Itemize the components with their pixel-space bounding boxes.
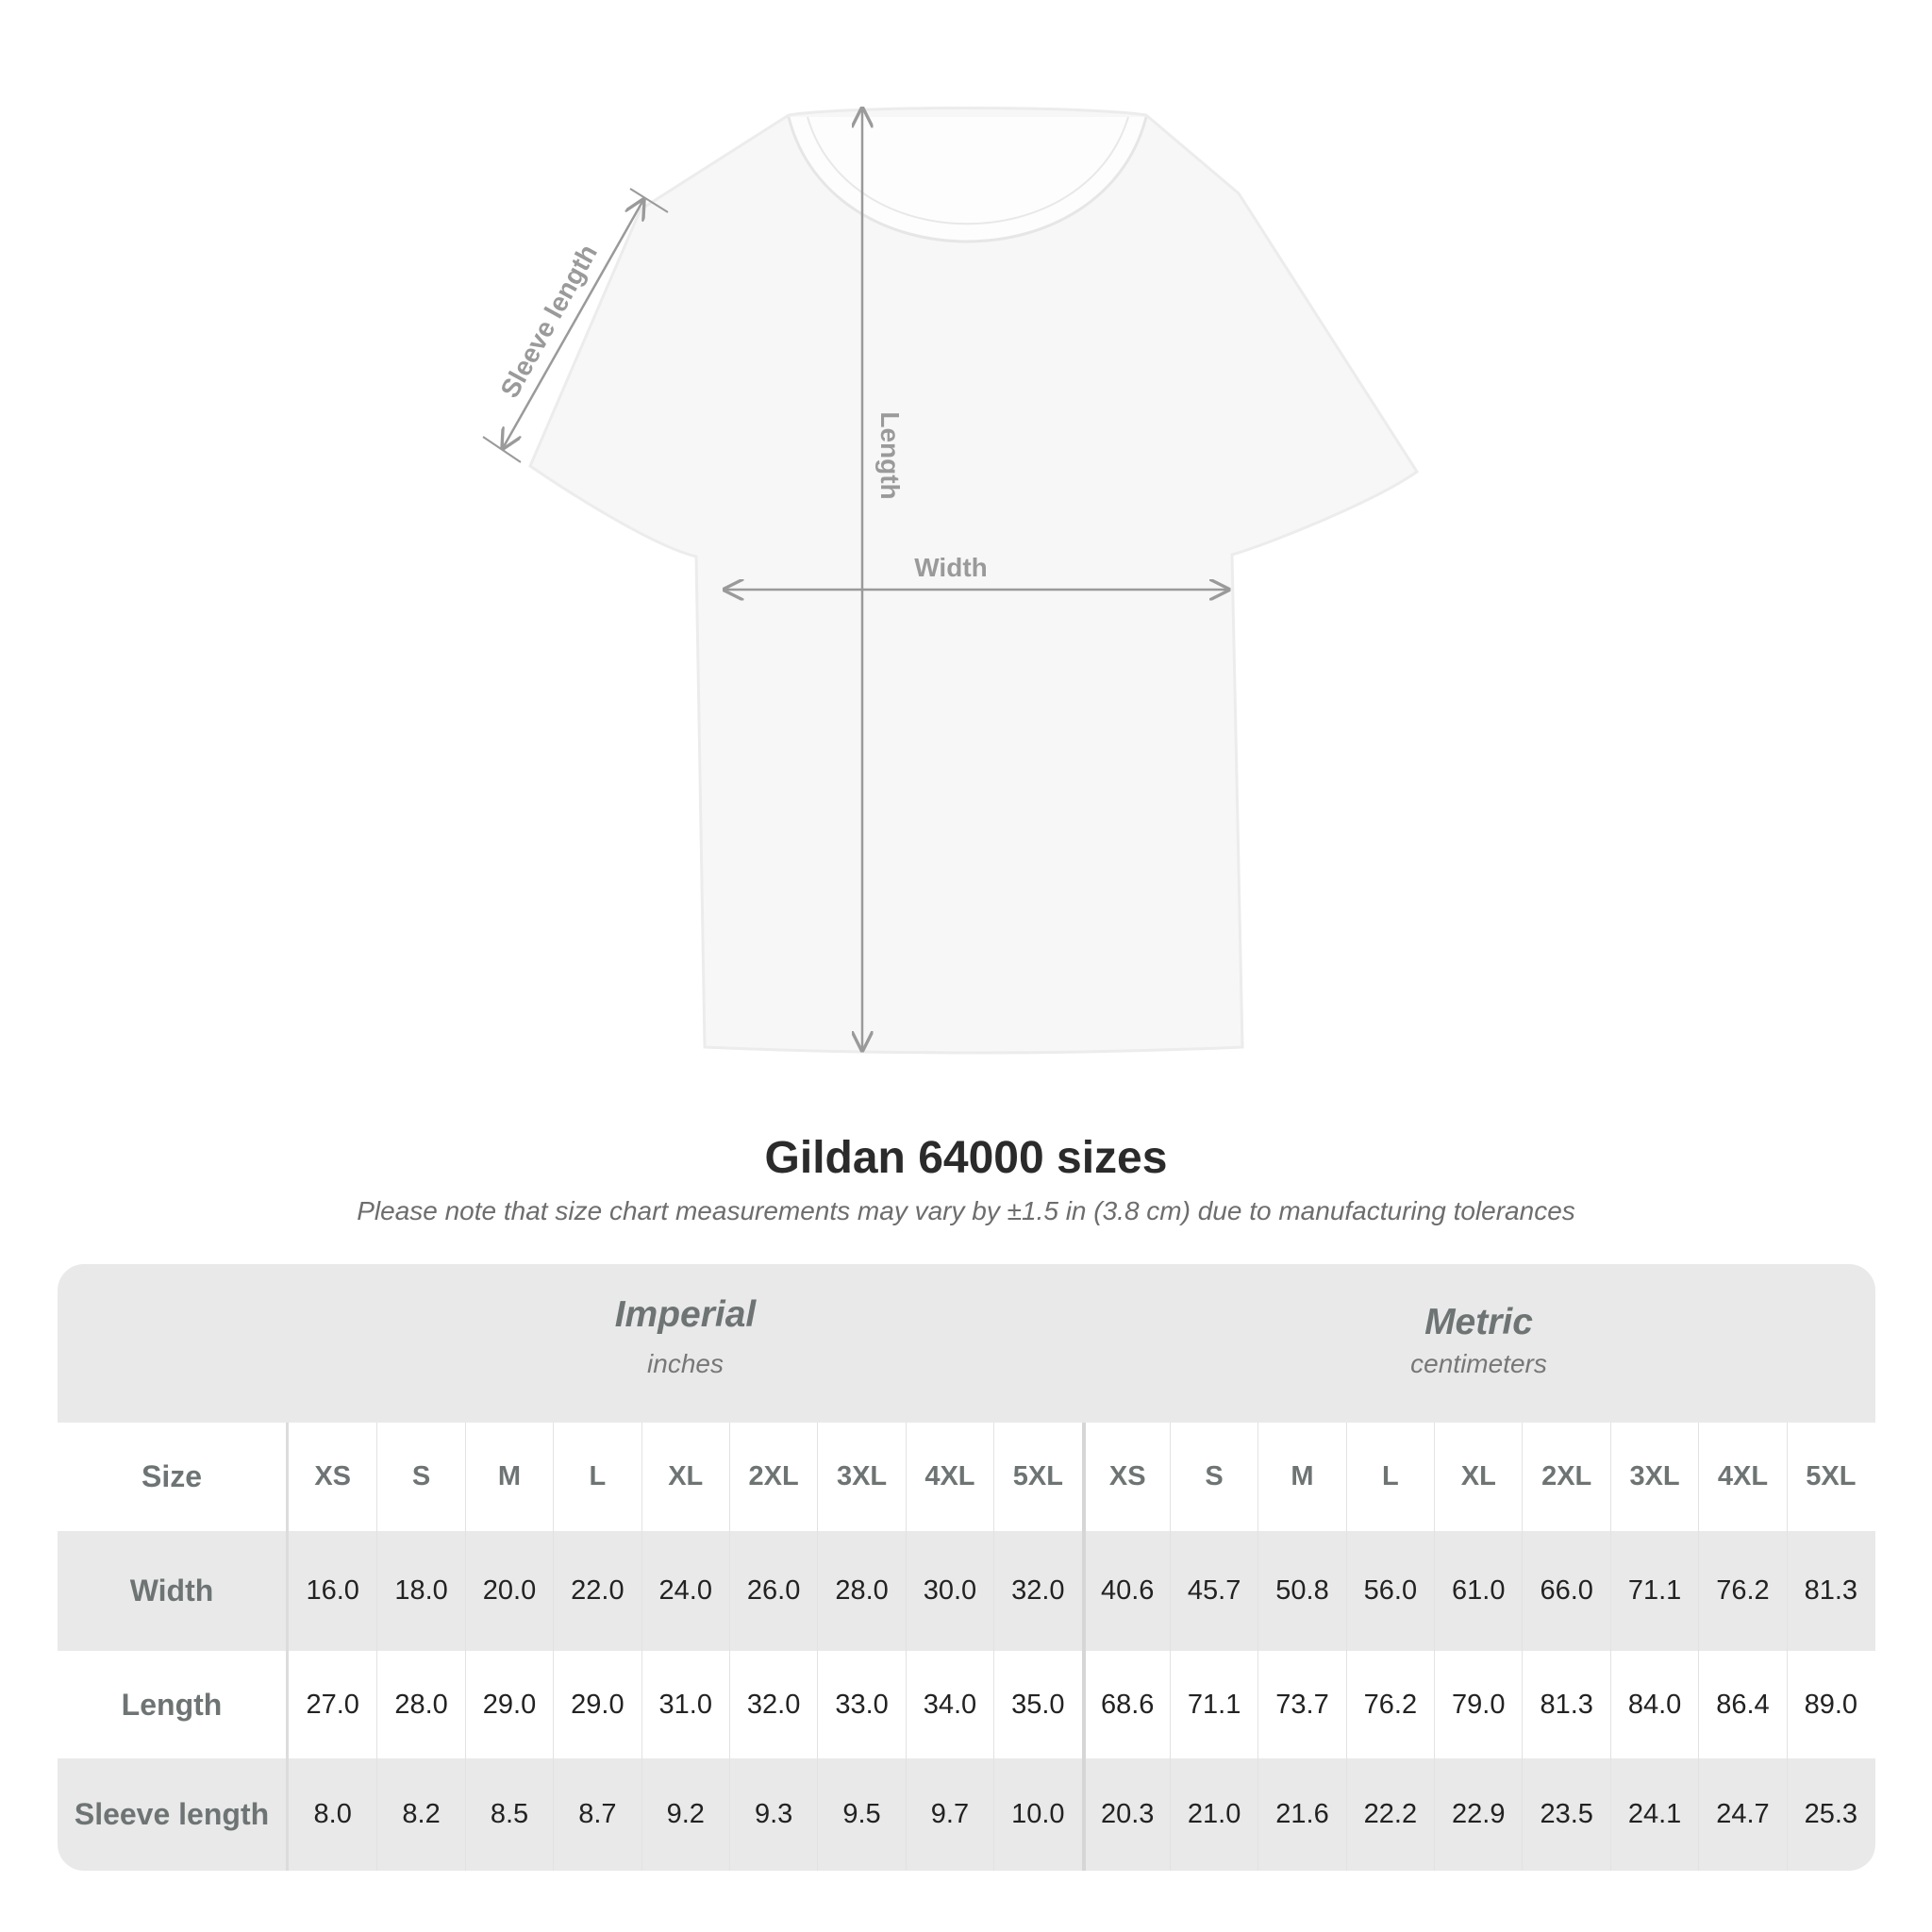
size-header-cell: 2XL <box>1522 1423 1609 1531</box>
width-label: Width <box>914 553 988 582</box>
value-cell: 21.6 <box>1257 1758 1345 1871</box>
size-header-cell: M <box>1257 1423 1345 1531</box>
size-header-cell: 2XL <box>728 1423 817 1531</box>
size-header-cell: XL <box>1434 1423 1522 1531</box>
value-cell: 8.5 <box>464 1758 553 1871</box>
size-header-cell: L <box>553 1423 641 1531</box>
size-header-cell: 5XL <box>993 1423 1081 1531</box>
value-cell: 68.6 <box>1081 1651 1170 1758</box>
size-header-cell: 3XL <box>1609 1423 1698 1531</box>
unit-header-band: Imperial inches Metric centimeters <box>58 1264 1875 1423</box>
value-cell: 89.0 <box>1786 1651 1874 1758</box>
value-cell: 30.0 <box>905 1531 993 1651</box>
value-cell: 25.3 <box>1786 1758 1874 1871</box>
value-cell: 20.0 <box>464 1531 553 1651</box>
value-cell: 71.1 <box>1169 1651 1257 1758</box>
value-cell: 24.0 <box>641 1531 729 1651</box>
value-cell: 79.0 <box>1434 1651 1522 1758</box>
size-header-cell: 4XL <box>1698 1423 1786 1531</box>
value-cell: 29.0 <box>553 1651 641 1758</box>
value-cell: 27.0 <box>306 1689 359 1720</box>
value-cell: 61.0 <box>1434 1531 1522 1651</box>
size-header-cell: S <box>376 1423 464 1531</box>
page-title: Gildan 64000 sizes <box>764 1133 1168 1183</box>
value-cell: 20.3 <box>1081 1758 1170 1871</box>
row-label: Sleeve length <box>58 1758 289 1871</box>
table-row: Sleeve length 8.0 8.2 8.5 8.7 9.2 9.3 9.5 9.7 10.… <box>58 1758 1875 1871</box>
sleeve-line <box>503 200 643 448</box>
tshirt-diagram: Width Length Sleeve length <box>482 0 1420 1055</box>
row-label: Width <box>58 1531 289 1651</box>
value-cell: 10.0 <box>993 1758 1081 1871</box>
neckline <box>787 116 1148 243</box>
value-cell: 26.0 <box>728 1531 817 1651</box>
value-cell: 56.0 <box>1345 1531 1434 1651</box>
value-cell: 28.0 <box>817 1531 905 1651</box>
value-cell: 66.0 <box>1522 1531 1609 1651</box>
size-header-cell: L <box>1345 1423 1434 1531</box>
value-cell: 9.5 <box>817 1758 905 1871</box>
size-header-cell: M <box>464 1423 553 1531</box>
value-cell: 32.0 <box>728 1651 817 1758</box>
imperial-group: Imperial inches <box>289 1294 1082 1379</box>
value-cell: 76.2 <box>1698 1531 1786 1651</box>
size-header-cell: 3XL <box>817 1423 905 1531</box>
value-cell: 50.8 <box>1257 1531 1345 1651</box>
value-cell: 31.0 <box>641 1651 729 1758</box>
metric-unit: centimeters <box>1410 1349 1547 1378</box>
row-label: Length <box>58 1651 289 1758</box>
size-header-cell: 5XL <box>1786 1423 1874 1531</box>
value-cell: 16.0 <box>306 1575 359 1606</box>
row-label: Size <box>58 1423 289 1531</box>
imperial-title: Imperial <box>614 1294 757 1335</box>
metric-title: Metric <box>1424 1302 1533 1342</box>
value-cell: 81.3 <box>1522 1651 1609 1758</box>
value-cell: 9.3 <box>728 1758 817 1871</box>
size-header-cell: XS <box>1081 1423 1170 1531</box>
size-header-cell: XS <box>314 1461 352 1491</box>
value-cell: 8.2 <box>376 1758 464 1871</box>
value-cell: 45.7 <box>1169 1531 1257 1651</box>
value-cell: 9.7 <box>905 1758 993 1871</box>
tolerance-note: Please note that size chart measurements… <box>357 1196 1575 1225</box>
value-cell: 73.7 <box>1257 1651 1345 1758</box>
value-cell: 33.0 <box>817 1651 905 1758</box>
value-cell: 8.7 <box>553 1758 641 1871</box>
value-cell: 32.0 <box>993 1531 1081 1651</box>
value-cell: 71.1 <box>1609 1531 1698 1651</box>
value-cell: 24.1 <box>1609 1758 1698 1871</box>
value-cell: 76.2 <box>1345 1651 1434 1758</box>
value-cell: 84.0 <box>1609 1651 1698 1758</box>
size-header-cell: 4XL <box>905 1423 993 1531</box>
metric-group: Metric centimeters <box>1082 1302 1875 1379</box>
imperial-unit: inches <box>647 1349 724 1378</box>
value-cell: 34.0 <box>905 1651 993 1758</box>
value-cell: 24.7 <box>1698 1758 1786 1871</box>
size-header-row: Size XS S M L XL 2XL 3XL 4XL 5XL XS S M L XL 2XL 3XL 4XL 5… <box>58 1423 1875 1531</box>
value-cell: 23.5 <box>1522 1758 1609 1871</box>
value-cell: 18.0 <box>376 1531 464 1651</box>
size-header-cell: XL <box>641 1423 729 1531</box>
value-cell: 40.6 <box>1081 1531 1170 1651</box>
value-cell: 21.0 <box>1169 1758 1257 1871</box>
length-label: Length <box>875 411 905 499</box>
table-row: Length 27.0 28.0 29.0 29.0 31.0 32.0 33.0 34.0 35… <box>58 1651 1875 1758</box>
value-cell: 9.2 <box>641 1758 729 1871</box>
size-header-cell: S <box>1169 1423 1257 1531</box>
value-cell: 28.0 <box>376 1651 464 1758</box>
value-cell: 35.0 <box>993 1651 1081 1758</box>
value-cell: 81.3 <box>1786 1531 1874 1651</box>
value-cell: 8.0 <box>313 1799 352 1829</box>
value-cell: 29.0 <box>464 1651 553 1758</box>
value-cell: 22.2 <box>1345 1758 1434 1871</box>
value-cell: 22.0 <box>553 1531 641 1651</box>
table-row: Width 16.0 18.0 20.0 22.0 24.0 26.0 28.0 30.0 32.… <box>58 1531 1875 1651</box>
size-table: Imperial inches Metric centimeters Size X… <box>58 1264 1875 1871</box>
value-cell: 22.9 <box>1434 1758 1522 1871</box>
value-cell: 86.4 <box>1698 1651 1786 1758</box>
